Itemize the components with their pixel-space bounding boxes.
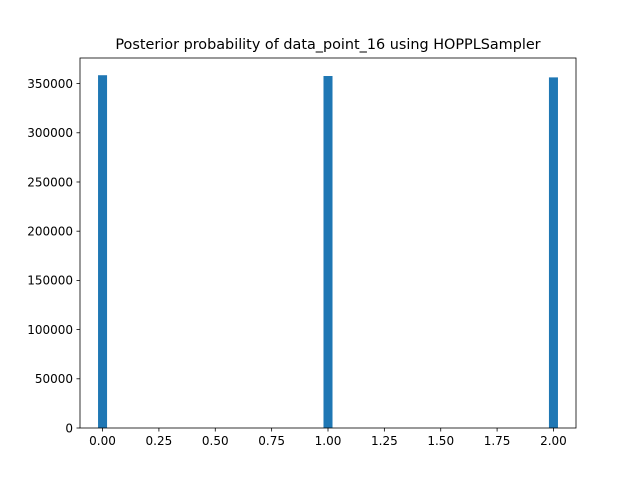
- y-tick-label: 0: [65, 421, 73, 435]
- y-tick-label: 200000: [27, 224, 73, 238]
- histogram-bar-1: [323, 76, 333, 428]
- histogram-bar-2: [548, 77, 558, 429]
- x-axis: 0.00 0.25 0.50 0.75 1.00 1.25 1.50 1.75 2.00: [89, 428, 567, 448]
- y-tick-label: 150000: [27, 274, 73, 288]
- histogram-bar-0: [98, 75, 108, 429]
- y-tick-label: 250000: [27, 175, 73, 189]
- y-tick-label: 100000: [27, 323, 73, 337]
- y-tick-label: 50000: [35, 372, 73, 386]
- x-tick-label: 1.75: [484, 434, 511, 448]
- y-axis: 0 50000 100000 150000 200000 250000 300000 3500…: [27, 77, 80, 435]
- y-tick-label: 300000: [27, 126, 73, 140]
- y-tick-label: 350000: [27, 77, 73, 91]
- x-tick-label: 0.00: [89, 434, 116, 448]
- x-tick-label: 0.75: [258, 434, 285, 448]
- x-tick-label: 1.25: [371, 434, 398, 448]
- chart-title: Posterior probability of data_point_16 u…: [115, 37, 540, 53]
- x-tick-label: 1.00: [315, 434, 342, 448]
- x-tick-label: 0.50: [202, 434, 229, 448]
- x-tick-label: 1.50: [427, 434, 454, 448]
- bars-layer: [98, 75, 558, 429]
- x-tick-label: 0.25: [146, 434, 173, 448]
- x-tick-label: 2.00: [540, 434, 567, 448]
